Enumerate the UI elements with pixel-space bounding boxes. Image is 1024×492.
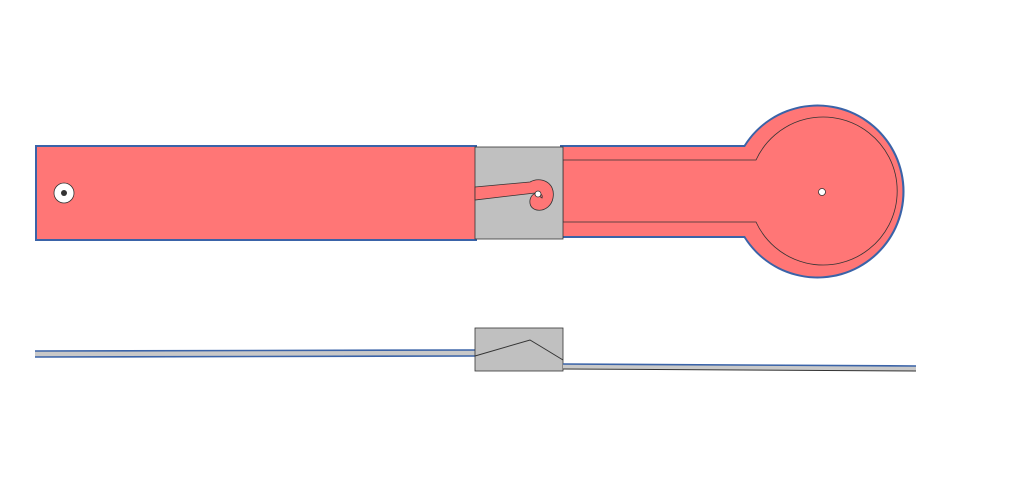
hook-pin <box>534 190 542 198</box>
round-pad <box>560 106 903 277</box>
side-right-strip-bottom-edge <box>562 368 917 372</box>
long-strip <box>37 147 477 239</box>
side-clip-block <box>474 327 564 372</box>
side-view <box>34 327 917 372</box>
side-hook-profile <box>474 339 564 361</box>
mounting-hole-inner <box>61 190 67 196</box>
pad-center-hole <box>818 188 826 196</box>
side-right-strip-top-edge <box>562 363 917 367</box>
top-view <box>35 104 905 279</box>
side-left-strip-top-edge <box>34 349 478 352</box>
round-pad-inner-contour <box>562 116 898 266</box>
side-left-strip-bottom-edge <box>34 355 478 358</box>
hook-slot <box>474 179 554 211</box>
side-left-strip <box>35 350 477 357</box>
